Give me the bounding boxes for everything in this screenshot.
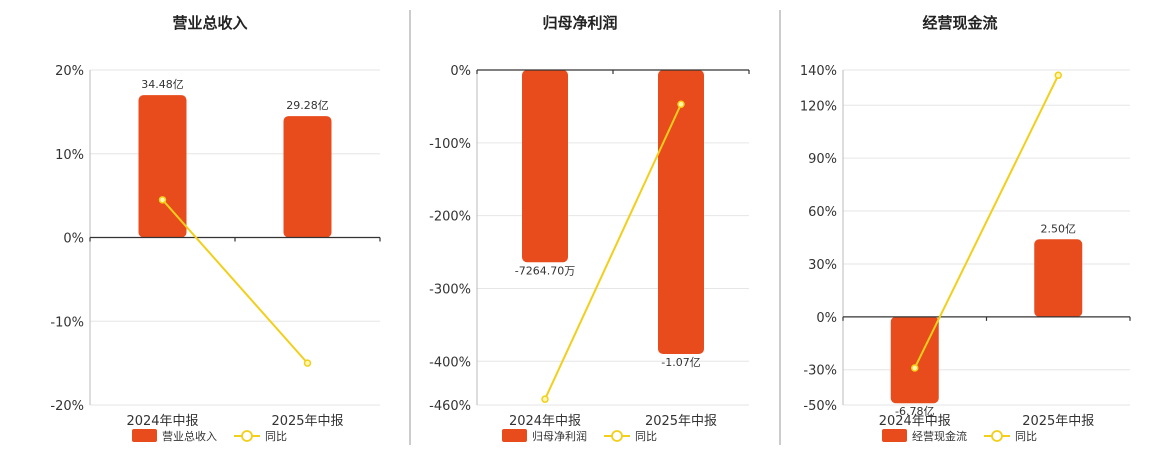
y-tick-label: 0%	[63, 232, 84, 247]
y-tick-label: 10%	[55, 148, 84, 163]
chart-title: 归母净利润	[542, 14, 617, 32]
y-tick-label: 30%	[808, 258, 837, 273]
yoy-point	[677, 100, 685, 108]
yoy-line	[161, 199, 309, 364]
bar	[1034, 239, 1083, 317]
y-tick-label: 0%	[816, 311, 837, 326]
yoy-point	[911, 364, 919, 372]
y-tick-label: -300%	[429, 282, 471, 297]
x-category-label: 2024年中报	[126, 414, 198, 429]
bar	[658, 70, 704, 355]
x-category-label: 2025年中报	[271, 414, 343, 429]
yoy-point	[303, 359, 312, 367]
x-category-label: 2024年中报	[509, 414, 581, 429]
legend-line-marker	[241, 430, 253, 442]
legend-bar-swatch	[132, 429, 157, 442]
bar	[890, 316, 939, 404]
bar	[522, 70, 568, 263]
yoy-point	[541, 395, 549, 403]
legend-line-marker	[991, 430, 1003, 442]
y-tick-label: -30%	[803, 364, 837, 379]
yoy-line	[913, 74, 1060, 369]
yoy-point	[1054, 71, 1062, 80]
x-category-label: 2024年中报	[879, 414, 951, 429]
chart-title: 营业总收入	[172, 14, 247, 32]
bar-data-label: 29.28亿	[286, 99, 329, 112]
y-tick-label: -100%	[429, 137, 471, 152]
bar-data-label: -6.78亿	[895, 405, 934, 418]
y-tick-label: 60%	[808, 205, 837, 220]
bar-data-label: 2.50亿	[1041, 222, 1077, 235]
y-tick-label: -50%	[803, 399, 837, 414]
y-tick-label: 0%	[450, 64, 471, 79]
y-tick-label: -20%	[50, 399, 84, 414]
x-category-label: 2025年中报	[1022, 414, 1094, 429]
y-tick-label: -10%	[50, 315, 84, 330]
bar	[283, 116, 332, 238]
chart-title: 经营现金流	[922, 14, 997, 32]
y-tick-label: 120%	[800, 99, 837, 114]
yoy-point	[158, 196, 167, 204]
legend-bar-label: 营业总收入	[162, 429, 217, 443]
yoy-line	[544, 103, 682, 400]
legend-bar-label: 归母净利润	[532, 429, 587, 443]
bar-data-label: -7264.70万	[515, 264, 575, 277]
legend-line-label: 同比	[265, 430, 287, 443]
y-tick-label: 90%	[808, 152, 837, 167]
bar	[138, 95, 187, 238]
bar-data-label: 34.48亿	[141, 78, 184, 91]
y-tick-label: -460%	[429, 399, 471, 414]
y-tick-label: 140%	[800, 64, 837, 79]
legend-line-marker	[611, 430, 623, 442]
y-tick-label: 20%	[55, 64, 84, 79]
legend-line-label: 同比	[1015, 430, 1037, 443]
legend-bar-label: 经营现金流	[912, 429, 967, 443]
legend-bar-swatch	[502, 429, 527, 442]
y-tick-label: -200%	[429, 210, 471, 225]
y-tick-label: -400%	[429, 355, 471, 370]
legend-bar-swatch	[882, 429, 907, 442]
legend-line-label: 同比	[635, 430, 657, 443]
bar-data-label: -1.07亿	[661, 356, 700, 369]
x-category-label: 2025年中报	[645, 414, 717, 429]
